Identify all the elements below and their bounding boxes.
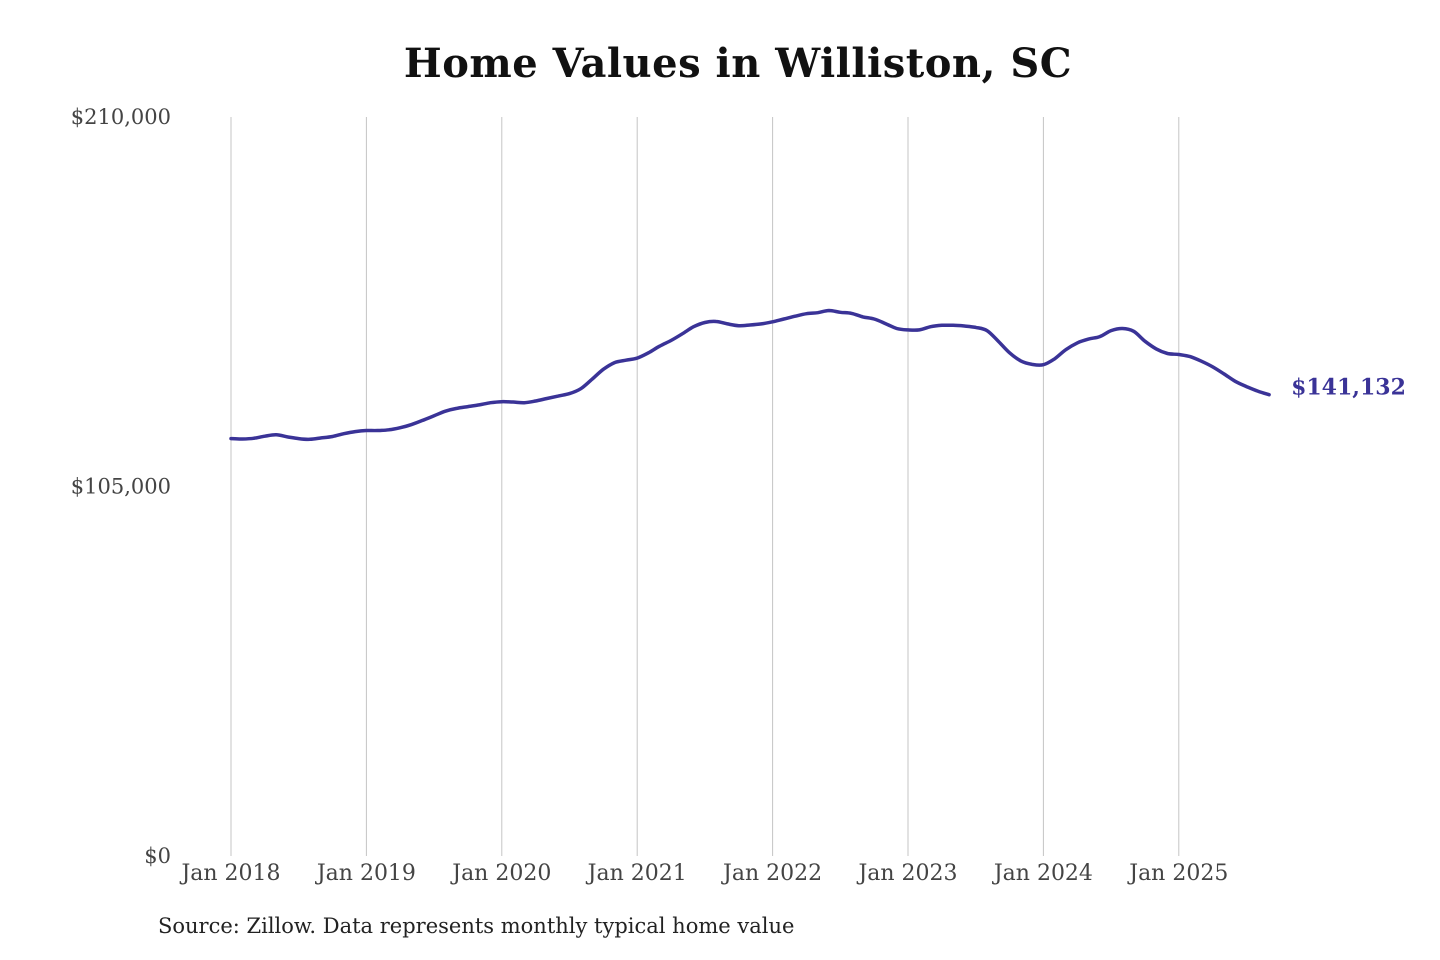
x-gridlines bbox=[230, 117, 1180, 856]
end-value-label: $141,132 bbox=[1291, 375, 1406, 401]
x-tick-label: Jan 2023 bbox=[856, 861, 957, 886]
x-axis-labels: Jan 2018 Jan 2019 Jan 2020 Jan 2021 Jan 2022… bbox=[179, 861, 1228, 886]
y-tick-label: $210,000 bbox=[71, 105, 171, 129]
x-tick-label: Jan 2024 bbox=[992, 861, 1093, 886]
source-note: Source: Zillow. Data represents monthly … bbox=[158, 914, 795, 938]
x-tick-label: Jan 2018 bbox=[179, 861, 280, 886]
x-tick-label: Jan 2022 bbox=[721, 861, 822, 886]
y-tick-label: $105,000 bbox=[71, 475, 171, 499]
x-tick-label: Jan 2019 bbox=[315, 861, 416, 886]
series-layer bbox=[229, 308, 1271, 442]
x-tick-label: Jan 2025 bbox=[1127, 861, 1228, 886]
home-value-line bbox=[229, 308, 1271, 442]
y-axis-labels: $0 $105,000 $210,000 bbox=[71, 105, 171, 868]
x-tick-label: Jan 2020 bbox=[450, 861, 551, 886]
end-label-layer: $141,132 bbox=[1291, 375, 1406, 401]
y-tick-label: $0 bbox=[144, 844, 171, 868]
chart-title: Home Values in Williston, SC bbox=[403, 40, 1073, 87]
x-tick-label: Jan 2021 bbox=[586, 861, 687, 886]
